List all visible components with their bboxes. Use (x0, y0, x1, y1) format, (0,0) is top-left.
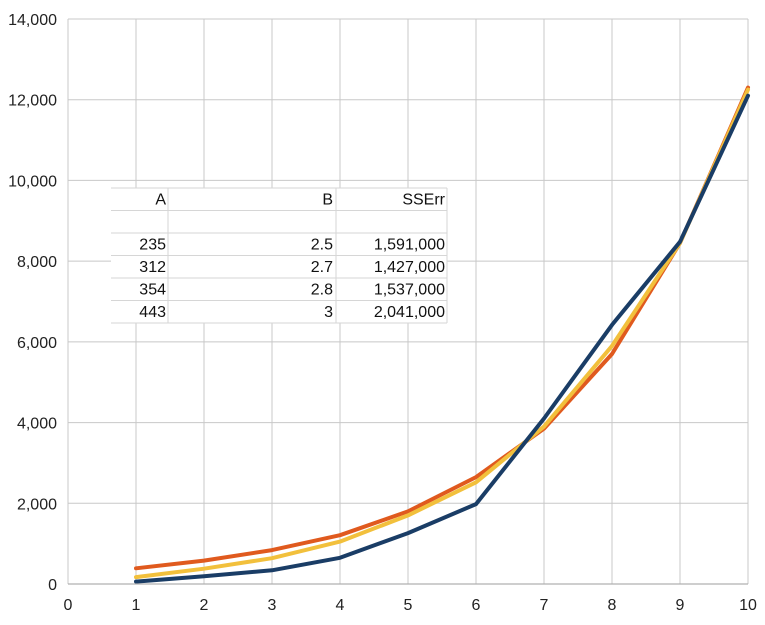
x-tick-label: 2 (200, 597, 209, 614)
table-cell: 443 (139, 304, 166, 321)
table-header-cell: SSErr (402, 192, 445, 209)
x-tick-label: 6 (472, 597, 481, 614)
table-cell: 1,537,000 (374, 282, 445, 299)
x-tick-label: 4 (336, 597, 345, 614)
series-line-2 (134, 87, 750, 580)
data-table: A B SSErr 235 2.5 1,591,000 312 2.7 1,427,000 354… (111, 187, 448, 324)
x-tick-label: 7 (540, 597, 549, 614)
table-cell: 2.7 (311, 259, 333, 276)
x-tick-label: 10 (739, 597, 757, 614)
table-cell: 2,041,000 (374, 304, 445, 321)
series-line-1 (134, 85, 750, 571)
y-tick-label: 6,000 (17, 335, 57, 352)
y-tick-label: 8,000 (17, 254, 57, 271)
table-cell: 312 (139, 259, 166, 276)
y-tick-label: 2,000 (17, 496, 57, 513)
y-tick-label: 4,000 (17, 416, 57, 433)
table-cell: 1,591,000 (374, 237, 445, 254)
axis-layer: 0 1 2 3 4 5 6 7 8 9 10 0 2,000 4,000 6,000 8,000 10,000 1… (8, 12, 757, 614)
table-cell: 2.8 (311, 282, 333, 299)
y-tick-label: 10,000 (8, 173, 57, 190)
x-tick-label: 3 (268, 597, 277, 614)
table-cell: 354 (139, 282, 166, 299)
x-tick-label: 0 (64, 597, 73, 614)
table-cell: 2.5 (311, 237, 333, 254)
table-header-cell: A (155, 192, 166, 209)
x-tick-label: 8 (608, 597, 617, 614)
table-cell: 3 (324, 304, 333, 321)
series-line-3 (134, 93, 750, 584)
table-header-cell: B (322, 192, 333, 209)
y-tick-label: 0 (48, 577, 57, 594)
table-cell: 1,427,000 (374, 259, 445, 276)
x-tick-label: 1 (132, 597, 141, 614)
y-tick-label: 14,000 (8, 12, 57, 29)
x-tick-label: 9 (676, 597, 685, 614)
y-tick-label: 12,000 (8, 93, 57, 110)
series-layer (134, 85, 750, 584)
table-cell: 235 (139, 237, 166, 254)
x-tick-label: 5 (404, 597, 413, 614)
